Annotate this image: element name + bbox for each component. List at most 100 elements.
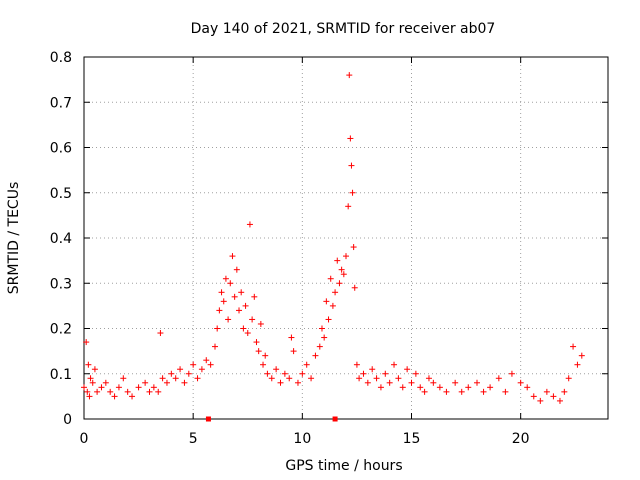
data-point: [91, 366, 98, 373]
x-markers: [205, 416, 338, 422]
data-point: [348, 162, 355, 169]
data-point: [321, 334, 328, 341]
data-point: [288, 334, 295, 341]
data-point: [87, 375, 94, 382]
x-tick-label: 0: [80, 431, 89, 447]
data-point: [329, 302, 336, 309]
data-point: [369, 366, 376, 373]
data-point: [294, 379, 301, 386]
grid: [84, 57, 608, 419]
data-point: [356, 375, 363, 382]
x-marker: [205, 416, 211, 422]
data-point: [430, 379, 437, 386]
data-point: [346, 72, 353, 79]
data-point: [574, 361, 581, 368]
data-point: [253, 339, 260, 346]
data-point: [290, 348, 297, 355]
y-tick-label: 0.5: [50, 186, 72, 202]
data-point: [345, 203, 352, 210]
data-point: [570, 343, 577, 350]
data-point: [268, 375, 275, 382]
data-point: [277, 379, 284, 386]
data-point: [260, 361, 267, 368]
data-point: [443, 388, 450, 395]
data-point: [565, 375, 572, 382]
data-point: [94, 388, 101, 395]
data-point: [168, 370, 175, 377]
data-point: [111, 393, 118, 400]
data-point: [323, 298, 330, 305]
plot-frame: [83, 56, 609, 420]
data-point: [340, 271, 347, 278]
y-axis-label: SRMTID / TECUs: [6, 182, 22, 295]
data-point: [231, 293, 238, 300]
data-point: [89, 379, 96, 386]
data-point: [495, 375, 502, 382]
data-point: [257, 320, 264, 327]
data-point: [203, 357, 210, 364]
data-point: [198, 366, 205, 373]
data-point: [458, 388, 465, 395]
data-point: [102, 379, 109, 386]
data-point: [207, 361, 214, 368]
data-point: [238, 289, 245, 296]
y-tick-label: 0.7: [50, 95, 72, 111]
data-point: [452, 379, 459, 386]
data-point: [190, 361, 197, 368]
data-point: [281, 370, 288, 377]
y-tick-label: 0: [63, 412, 72, 428]
data-point: [84, 388, 91, 395]
x-marker: [332, 416, 338, 422]
y-tick-label: 0.1: [50, 367, 72, 383]
data-point: [425, 375, 432, 382]
data-point: [214, 325, 221, 332]
data-point: [212, 343, 218, 350]
data-point: [86, 393, 93, 400]
x-tick-label: 15: [403, 431, 421, 447]
data-point: [465, 384, 472, 391]
data-point: [194, 375, 201, 382]
data-point: [159, 375, 166, 382]
data-point: [124, 388, 131, 395]
data-point: [332, 289, 339, 296]
data-point: [561, 388, 568, 395]
y-tick-label: 0.6: [50, 141, 72, 157]
data-point: [163, 379, 170, 386]
data-point: [480, 388, 487, 395]
data-point: [142, 379, 149, 386]
data-point: [327, 275, 334, 282]
data-point: [157, 330, 164, 337]
data-point: [262, 352, 269, 359]
data-points: [81, 72, 585, 404]
data-point: [382, 370, 389, 377]
data-point: [487, 384, 494, 391]
data-point: [360, 370, 367, 377]
data-point: [244, 330, 251, 337]
data-point: [353, 361, 360, 368]
data-point: [98, 384, 105, 391]
data-point: [115, 384, 122, 391]
y-tick-label: 0.3: [50, 276, 72, 292]
data-point: [303, 361, 310, 368]
data-point: [233, 266, 240, 273]
y-tick-label: 0.2: [50, 322, 72, 338]
data-point: [408, 379, 415, 386]
data-point: [177, 366, 184, 373]
x-tick-label: 20: [512, 431, 530, 447]
data-point: [343, 253, 349, 260]
data-point: [172, 375, 179, 382]
data-point: [216, 307, 223, 314]
data-point: [242, 302, 249, 309]
y-tick-label: 0.8: [50, 50, 72, 66]
data-point: [246, 221, 253, 228]
data-point: [185, 370, 192, 377]
data-point: [135, 384, 142, 391]
data-point: [350, 244, 357, 251]
data-point: [347, 135, 354, 142]
data-point: [391, 361, 398, 368]
data-point: [517, 379, 524, 386]
data-point: [508, 370, 515, 377]
data-point: [129, 393, 136, 400]
data-point: [404, 366, 411, 373]
